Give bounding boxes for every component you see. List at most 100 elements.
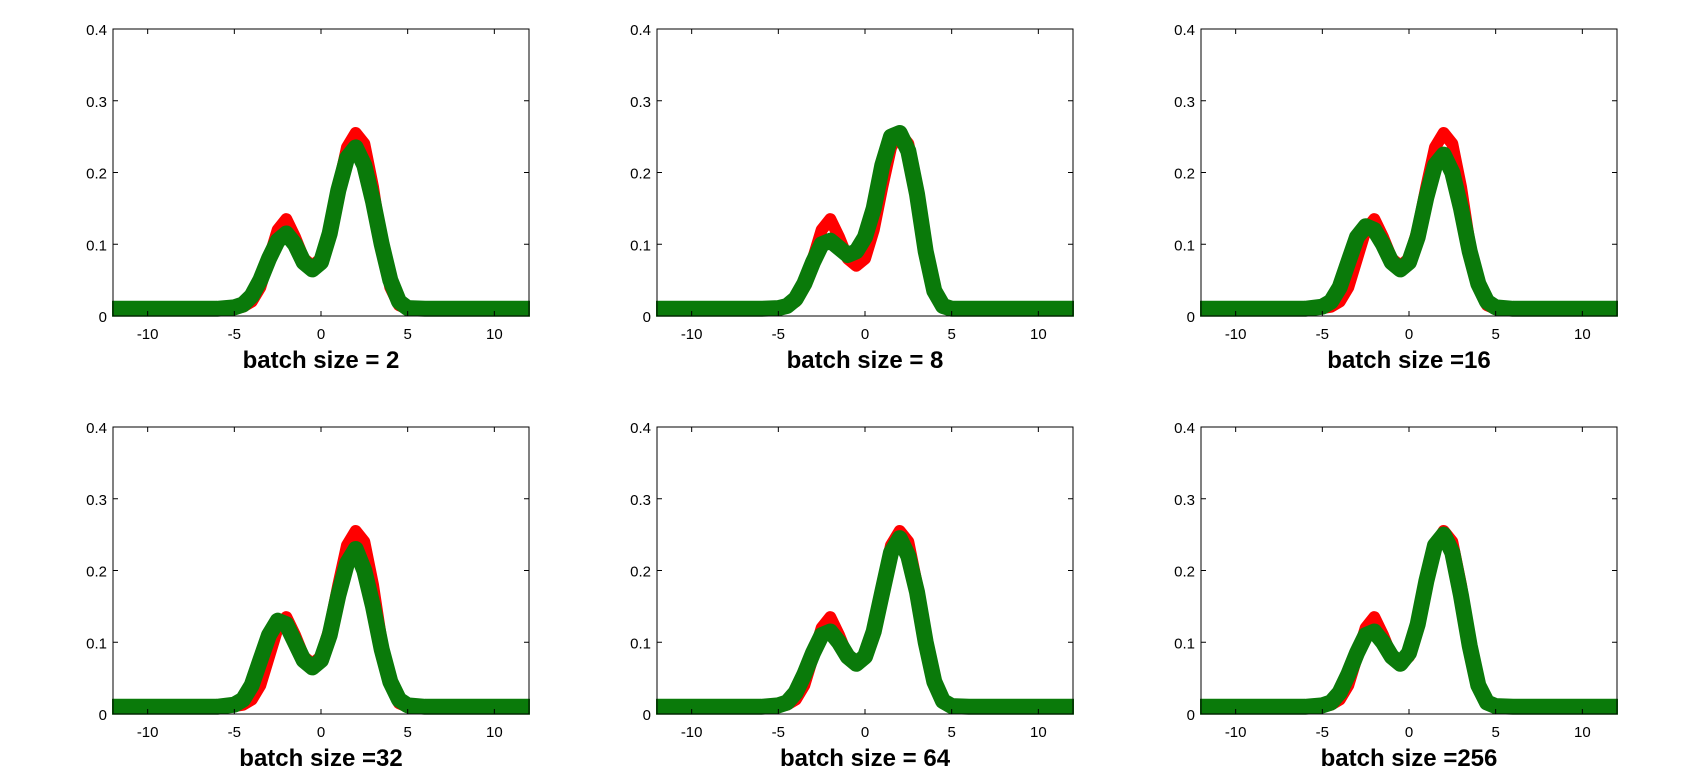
x-tick-label: 10 bbox=[1574, 326, 1591, 343]
y-tick-label: 0.2 bbox=[630, 564, 651, 581]
x-tick-label: 0 bbox=[317, 326, 325, 343]
axes-box bbox=[656, 426, 1074, 715]
x-tick-label: 5 bbox=[403, 724, 411, 741]
mask-left bbox=[1161, 407, 1200, 724]
series-line-1 bbox=[107, 127, 535, 315]
y-tick-label: 0 bbox=[643, 707, 651, 724]
y-tick-label: 0.3 bbox=[630, 94, 651, 111]
y-tick-label: 0.1 bbox=[1174, 237, 1195, 254]
series-line-1 bbox=[1195, 127, 1623, 315]
y-tick-label: 0.3 bbox=[86, 492, 107, 509]
panel-label: batch size =16 bbox=[1327, 347, 1490, 374]
x-tick-label: 5 bbox=[1491, 724, 1499, 741]
chart-panel-6: -10 -5 0 5 10 0 0.1 0.2 0.3 0.4 batch size =256 bbox=[1161, 407, 1657, 772]
mask-left bbox=[617, 9, 656, 326]
series-line-1 bbox=[1195, 525, 1623, 713]
axes-box bbox=[112, 426, 530, 715]
chart-panel-2: -10 -5 0 5 10 0 0.1 0.2 0.3 0.4 batch size = 8 bbox=[617, 9, 1113, 374]
x-tick-label: -5 bbox=[772, 326, 785, 343]
series-line-2 bbox=[105, 139, 537, 317]
x-tick-label: 5 bbox=[947, 724, 955, 741]
x-tick-label: 10 bbox=[486, 724, 503, 741]
x-tick-label: -10 bbox=[1225, 724, 1247, 741]
x-tick-label: 5 bbox=[403, 326, 411, 343]
panel-label: batch size = 2 bbox=[243, 347, 400, 374]
x-tick-label: 0 bbox=[1405, 724, 1413, 741]
y-tick-label: 0.1 bbox=[1174, 635, 1195, 652]
panel-label: batch size = 8 bbox=[787, 347, 944, 374]
y-tick-label: 0 bbox=[1187, 309, 1195, 326]
y-tick-label: 0 bbox=[1187, 707, 1195, 724]
axes-box bbox=[112, 28, 530, 317]
y-tick-label: 0.2 bbox=[86, 166, 107, 183]
series-line-1 bbox=[651, 525, 1079, 713]
y-tick-label: 0.4 bbox=[1174, 22, 1195, 39]
x-tick-label: -10 bbox=[681, 724, 703, 741]
chart-panel-4: -10 -5 0 5 10 0 0.1 0.2 0.3 0.4 batch size =32 bbox=[73, 407, 569, 772]
x-tick-label: 0 bbox=[861, 326, 869, 343]
y-tick-label: 0.2 bbox=[86, 564, 107, 581]
x-tick-label: 5 bbox=[947, 326, 955, 343]
mask-left bbox=[73, 9, 112, 326]
series-line-2 bbox=[649, 530, 1081, 715]
x-tick-label: 0 bbox=[1405, 326, 1413, 343]
chart-panel-3: -10 -5 0 5 10 0 0.1 0.2 0.3 0.4 batch size =16 bbox=[1161, 9, 1657, 374]
y-tick-label: 0 bbox=[643, 309, 651, 326]
x-tick-label: -5 bbox=[1316, 326, 1329, 343]
panel-label: batch size = 64 bbox=[780, 745, 951, 772]
y-tick-label: 0.3 bbox=[1174, 492, 1195, 509]
y-tick-label: 0 bbox=[99, 309, 107, 326]
x-tick-label: -10 bbox=[137, 326, 159, 343]
y-tick-label: 0.4 bbox=[630, 420, 651, 437]
panel-label: batch size =256 bbox=[1321, 745, 1498, 772]
x-tick-label: 10 bbox=[1030, 724, 1047, 741]
y-tick-label: 0.4 bbox=[630, 22, 651, 39]
mask-left bbox=[1161, 9, 1200, 326]
series-line-2 bbox=[1193, 146, 1625, 317]
x-tick-label: -5 bbox=[228, 326, 241, 343]
y-tick-label: 0 bbox=[99, 707, 107, 724]
y-tick-label: 0.2 bbox=[1174, 166, 1195, 183]
y-tick-label: 0.1 bbox=[86, 635, 107, 652]
x-tick-label: -10 bbox=[137, 724, 159, 741]
y-tick-label: 0.2 bbox=[1174, 564, 1195, 581]
mask-left bbox=[73, 407, 112, 724]
y-tick-label: 0.2 bbox=[630, 166, 651, 183]
x-tick-label: 0 bbox=[317, 724, 325, 741]
series-line-1 bbox=[107, 525, 535, 713]
y-tick-label: 0.4 bbox=[1174, 420, 1195, 437]
y-tick-label: 0.4 bbox=[86, 22, 107, 39]
y-tick-label: 0.1 bbox=[630, 237, 651, 254]
y-tick-label: 0.3 bbox=[630, 492, 651, 509]
x-tick-label: -5 bbox=[1316, 724, 1329, 741]
x-tick-label: -5 bbox=[772, 724, 785, 741]
mask-right bbox=[530, 407, 569, 724]
x-tick-label: -5 bbox=[228, 724, 241, 741]
axes-box bbox=[1200, 28, 1618, 317]
x-tick-label: 10 bbox=[486, 326, 503, 343]
mask-right bbox=[1074, 407, 1113, 724]
mask-right bbox=[530, 9, 569, 326]
x-tick-label: 0 bbox=[861, 724, 869, 741]
y-tick-label: 0.4 bbox=[86, 420, 107, 437]
x-tick-label: 10 bbox=[1030, 326, 1047, 343]
mask-right bbox=[1618, 9, 1657, 326]
axes-box bbox=[656, 28, 1074, 317]
chart-panel-1: -10 -5 0 5 10 0 0.1 0.2 0.3 0.4 batch size = 2 bbox=[73, 9, 569, 374]
mask-left bbox=[617, 407, 656, 724]
y-tick-label: 0.3 bbox=[1174, 94, 1195, 111]
series-line-2 bbox=[649, 125, 1081, 317]
panel-label: batch size =32 bbox=[239, 745, 402, 772]
series-line-2 bbox=[105, 541, 537, 715]
mask-right bbox=[1074, 9, 1113, 326]
axes-box bbox=[1200, 426, 1618, 715]
y-tick-label: 0.1 bbox=[86, 237, 107, 254]
series-line-2 bbox=[1193, 526, 1625, 715]
x-tick-label: 5 bbox=[1491, 326, 1499, 343]
x-tick-label: -10 bbox=[681, 326, 703, 343]
y-tick-label: 0.3 bbox=[86, 94, 107, 111]
chart-panel-5: -10 -5 0 5 10 0 0.1 0.2 0.3 0.4 batch size = 64 bbox=[617, 407, 1113, 772]
mask-right bbox=[1618, 407, 1657, 724]
x-tick-label: -10 bbox=[1225, 326, 1247, 343]
